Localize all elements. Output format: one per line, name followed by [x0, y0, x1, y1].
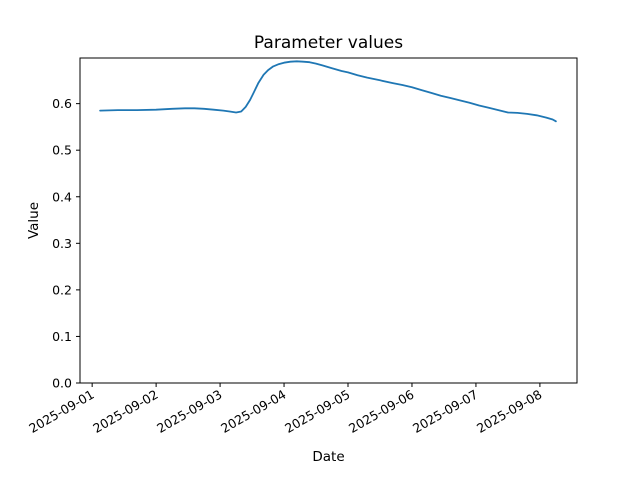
- x-tick-label: 2025-09-03: [154, 387, 224, 436]
- axes-frame: [79, 57, 578, 384]
- x-tick-label: 2025-09-07: [410, 387, 480, 436]
- x-tick-label: 2025-09-02: [90, 387, 160, 436]
- x-tick-label: 2025-09-01: [26, 387, 96, 436]
- y-tick-label: 0.6: [52, 96, 72, 111]
- y-tick-label: 0.5: [52, 143, 72, 158]
- chart-title: Parameter values: [254, 33, 403, 53]
- y-axis-label: Value: [26, 202, 42, 239]
- x-axis-label: Date: [312, 449, 344, 465]
- data-line-parameter-values: [99, 60, 557, 123]
- y-tick-label: 0.0: [52, 376, 72, 391]
- y-tick-label: 0.2: [52, 282, 72, 297]
- y-tick-label: 0.4: [52, 189, 72, 204]
- x-tick-label: 2025-09-04: [218, 387, 288, 436]
- x-tick-label: 2025-09-05: [282, 387, 352, 436]
- x-tick-label: 2025-09-06: [346, 387, 416, 436]
- x-tick-label: 2025-09-08: [474, 387, 544, 436]
- series-layer: [99, 60, 557, 123]
- axes-layer: 2025-09-012025-09-022025-09-032025-09-04…: [26, 57, 578, 436]
- y-tick-label: 0.1: [52, 329, 72, 344]
- y-tick-label: 0.3: [52, 236, 72, 251]
